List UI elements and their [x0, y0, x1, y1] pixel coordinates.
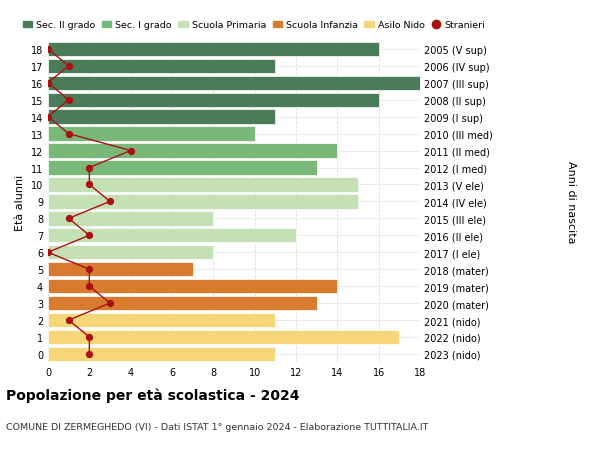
Point — [43, 114, 53, 121]
Legend: Sec. II grado, Sec. I grado, Scuola Primaria, Scuola Infanzia, Asilo Nido, Stran: Sec. II grado, Sec. I grado, Scuola Prim… — [23, 21, 485, 30]
Point — [64, 97, 73, 104]
Point — [85, 232, 94, 240]
Bar — [48, 347, 275, 361]
Bar — [48, 212, 214, 226]
Bar — [48, 76, 420, 91]
Point — [64, 215, 73, 223]
Bar — [48, 127, 254, 141]
Bar — [48, 110, 275, 124]
Bar — [48, 263, 193, 277]
Point — [43, 80, 53, 87]
Point — [43, 249, 53, 257]
Point — [64, 131, 73, 138]
Point — [105, 198, 115, 206]
Text: Popolazione per età scolastica - 2024: Popolazione per età scolastica - 2024 — [6, 388, 299, 403]
Point — [43, 46, 53, 53]
Bar — [48, 195, 358, 209]
Bar — [48, 246, 214, 260]
Y-axis label: Età alunni: Età alunni — [15, 174, 25, 230]
Bar — [48, 330, 400, 344]
Text: COMUNE DI ZERMEGHEDO (VI) - Dati ISTAT 1° gennaio 2024 - Elaborazione TUTTITALIA: COMUNE DI ZERMEGHEDO (VI) - Dati ISTAT 1… — [6, 422, 428, 431]
Point — [126, 147, 136, 155]
Y-axis label: Anni di nascita: Anni di nascita — [566, 161, 576, 243]
Point — [85, 181, 94, 189]
Point — [85, 266, 94, 273]
Point — [85, 334, 94, 341]
Bar — [48, 93, 379, 108]
Bar — [48, 43, 379, 57]
Point — [85, 351, 94, 358]
Bar — [48, 144, 337, 158]
Bar — [48, 178, 358, 192]
Point — [85, 283, 94, 290]
Bar — [48, 296, 317, 311]
Bar — [48, 229, 296, 243]
Point — [64, 317, 73, 324]
Bar — [48, 161, 317, 175]
Bar — [48, 280, 337, 294]
Point — [105, 300, 115, 307]
Point — [85, 164, 94, 172]
Bar — [48, 313, 275, 328]
Point — [64, 63, 73, 70]
Bar — [48, 60, 275, 74]
